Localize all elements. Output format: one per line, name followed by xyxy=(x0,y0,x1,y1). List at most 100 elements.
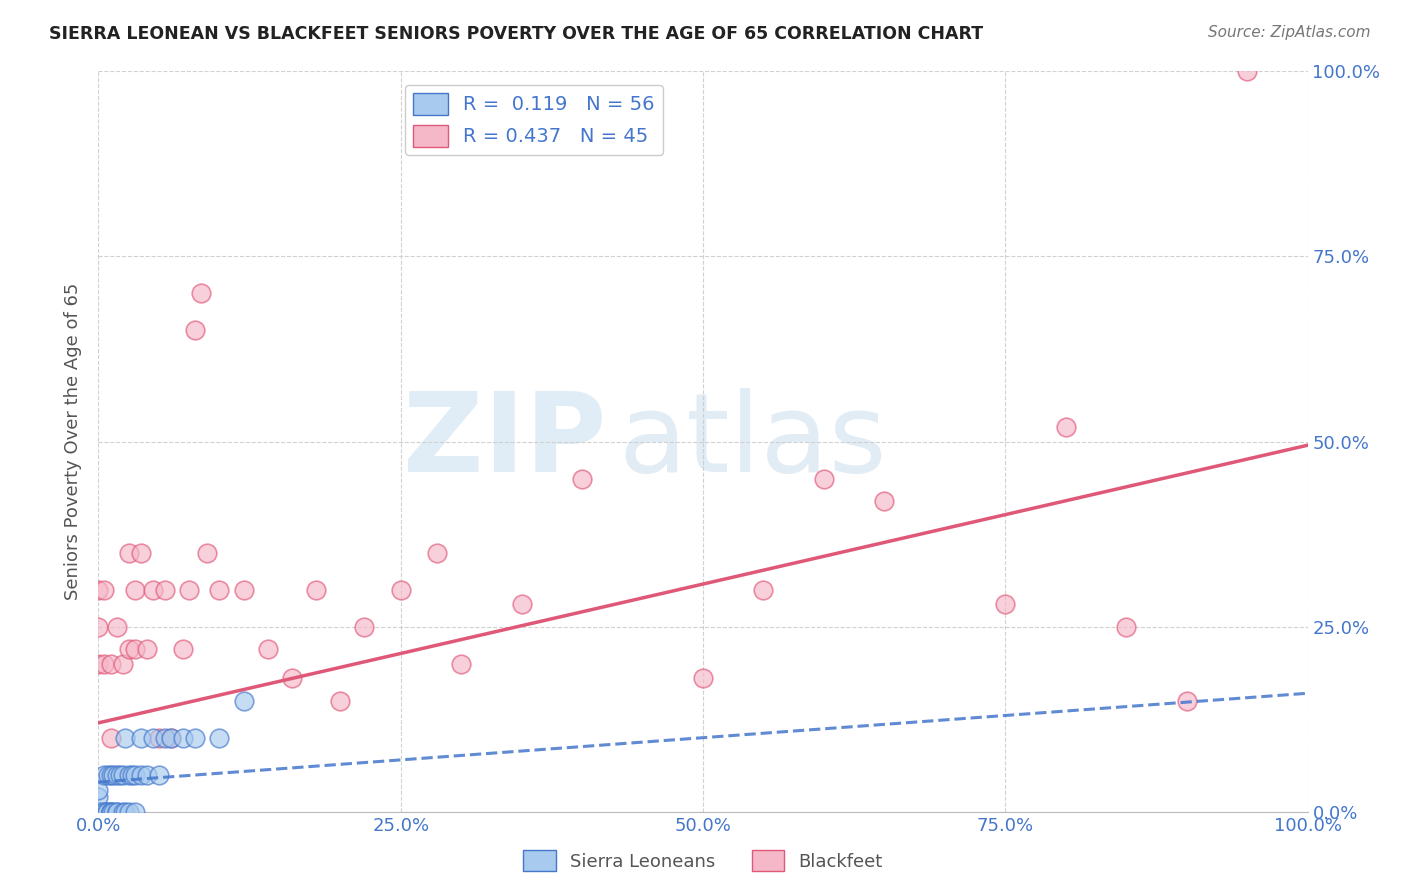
Point xyxy=(118,641,141,656)
Text: atlas: atlas xyxy=(619,388,887,495)
Point xyxy=(142,582,165,597)
Point xyxy=(87,805,110,819)
Point xyxy=(87,805,110,819)
Point xyxy=(87,805,110,819)
Point xyxy=(87,805,110,819)
Point xyxy=(87,805,110,819)
Point xyxy=(87,805,110,819)
Point xyxy=(190,286,212,301)
Point xyxy=(153,731,176,745)
Point xyxy=(1236,64,1258,78)
Point xyxy=(108,767,131,781)
Point xyxy=(129,767,152,781)
Point xyxy=(87,657,110,671)
Point xyxy=(96,805,118,819)
Point xyxy=(208,731,231,745)
Point xyxy=(93,805,115,819)
Point xyxy=(93,767,115,781)
Point xyxy=(179,582,201,597)
Point xyxy=(93,657,115,671)
Point xyxy=(450,657,472,671)
Point xyxy=(105,805,128,819)
Point xyxy=(153,582,176,597)
Point xyxy=(87,619,110,633)
Text: Source: ZipAtlas.com: Source: ZipAtlas.com xyxy=(1208,25,1371,40)
Point xyxy=(87,805,110,819)
Point xyxy=(100,767,122,781)
Point xyxy=(87,805,110,819)
Point xyxy=(97,767,120,781)
Point xyxy=(100,731,122,745)
Point xyxy=(692,672,714,686)
Point xyxy=(135,767,157,781)
Point xyxy=(118,767,141,781)
Text: ZIP: ZIP xyxy=(404,388,606,495)
Point xyxy=(100,657,122,671)
Point xyxy=(101,767,124,781)
Point xyxy=(281,672,304,686)
Point xyxy=(87,805,110,819)
Point xyxy=(118,546,141,560)
Text: SIERRA LEONEAN VS BLACKFEET SENIORS POVERTY OVER THE AGE OF 65 CORRELATION CHART: SIERRA LEONEAN VS BLACKFEET SENIORS POVE… xyxy=(49,25,983,43)
Point xyxy=(118,805,141,819)
Point xyxy=(160,731,183,745)
Point xyxy=(105,805,128,819)
Point xyxy=(813,471,835,485)
Point xyxy=(1115,619,1137,633)
Point xyxy=(571,471,593,485)
Point xyxy=(148,731,170,745)
Point xyxy=(87,582,110,597)
Point xyxy=(329,694,352,708)
Point xyxy=(232,694,254,708)
Point xyxy=(873,493,896,508)
Point xyxy=(111,657,134,671)
Point xyxy=(93,805,115,819)
Legend: Sierra Leoneans, Blackfeet: Sierra Leoneans, Blackfeet xyxy=(516,843,890,879)
Point xyxy=(87,805,110,819)
Point xyxy=(87,782,110,797)
Point xyxy=(1054,419,1077,434)
Point xyxy=(87,805,110,819)
Point xyxy=(148,767,170,781)
Point xyxy=(752,582,775,597)
Point xyxy=(101,805,124,819)
Point xyxy=(93,582,115,597)
Point xyxy=(100,805,122,819)
Point xyxy=(124,767,146,781)
Point xyxy=(142,731,165,745)
Point xyxy=(111,805,134,819)
Point xyxy=(87,805,110,819)
Point xyxy=(114,805,136,819)
Point xyxy=(195,546,218,560)
Point xyxy=(208,582,231,597)
Point xyxy=(87,805,110,819)
Point xyxy=(124,641,146,656)
Point xyxy=(100,805,122,819)
Point xyxy=(105,619,128,633)
Point xyxy=(1175,694,1198,708)
Legend: R =  0.119   N = 56, R = 0.437   N = 45: R = 0.119 N = 56, R = 0.437 N = 45 xyxy=(405,85,662,155)
Point xyxy=(160,731,183,745)
Point xyxy=(129,546,152,560)
Point xyxy=(124,582,146,597)
Point xyxy=(994,598,1017,612)
Point xyxy=(172,731,194,745)
Point xyxy=(232,582,254,597)
Point xyxy=(256,641,278,656)
Point xyxy=(87,805,110,819)
Point xyxy=(87,805,110,819)
Point xyxy=(100,805,122,819)
Point xyxy=(426,546,449,560)
Point xyxy=(121,767,143,781)
Point xyxy=(184,324,207,338)
Point xyxy=(87,805,110,819)
Y-axis label: Seniors Poverty Over the Age of 65: Seniors Poverty Over the Age of 65 xyxy=(65,283,83,600)
Point xyxy=(353,619,375,633)
Point xyxy=(111,767,134,781)
Point xyxy=(105,767,128,781)
Point xyxy=(129,731,152,745)
Point xyxy=(135,641,157,656)
Point xyxy=(172,641,194,656)
Point xyxy=(389,582,412,597)
Point xyxy=(184,731,207,745)
